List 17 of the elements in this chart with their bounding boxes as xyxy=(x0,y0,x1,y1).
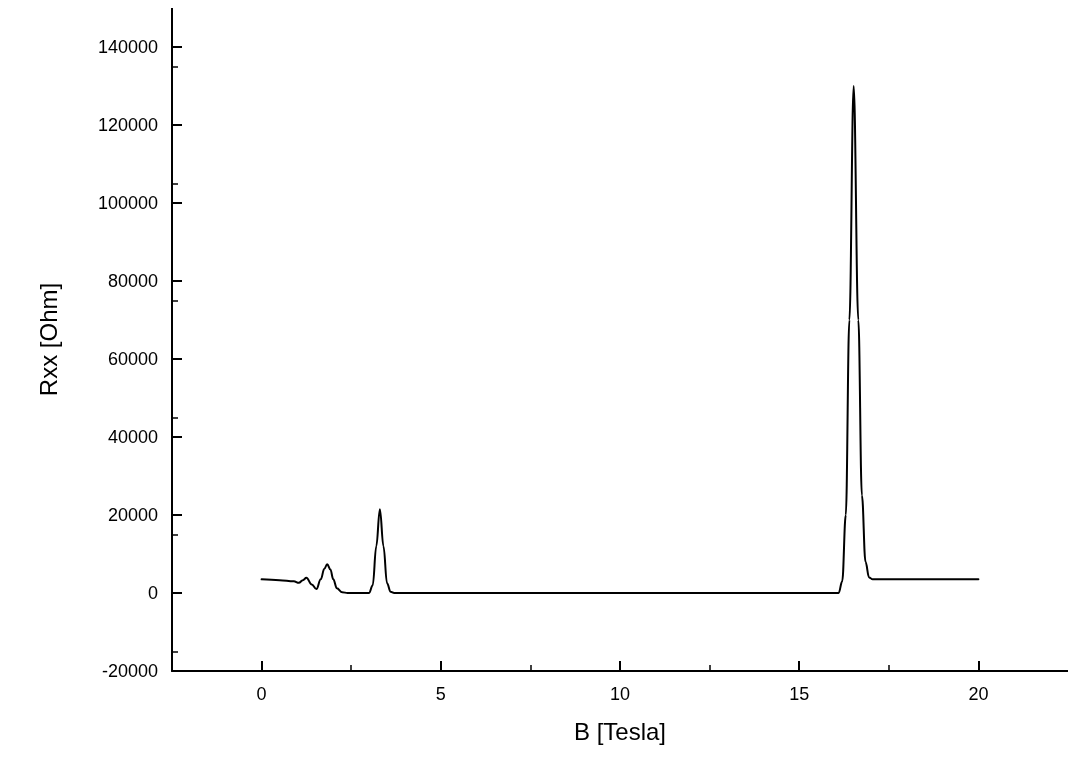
y-tick-label: 0 xyxy=(147,583,158,603)
x-tick-label: 5 xyxy=(435,684,446,704)
y-tick-label: 100000 xyxy=(97,193,158,213)
x-tick-label: 0 xyxy=(256,684,267,704)
x-tick-label: 20 xyxy=(968,684,989,704)
x-axis-title: B [Tesla] xyxy=(573,717,667,745)
y-tick-label: 20000 xyxy=(107,505,158,525)
x-tick-label: 15 xyxy=(789,684,810,704)
y-tick-label: -20000 xyxy=(101,661,158,681)
y-tick-label: 80000 xyxy=(107,271,158,291)
x-tick-label: 10 xyxy=(609,684,631,704)
y-tick-label: 60000 xyxy=(107,349,158,369)
y-tick-label: 120000 xyxy=(97,115,158,135)
y-tick-label: 140000 xyxy=(97,37,158,57)
y-axis-title: Rxx [Ohm] xyxy=(34,282,62,397)
y-tick-label: 40000 xyxy=(107,427,158,447)
line-series xyxy=(260,85,980,594)
